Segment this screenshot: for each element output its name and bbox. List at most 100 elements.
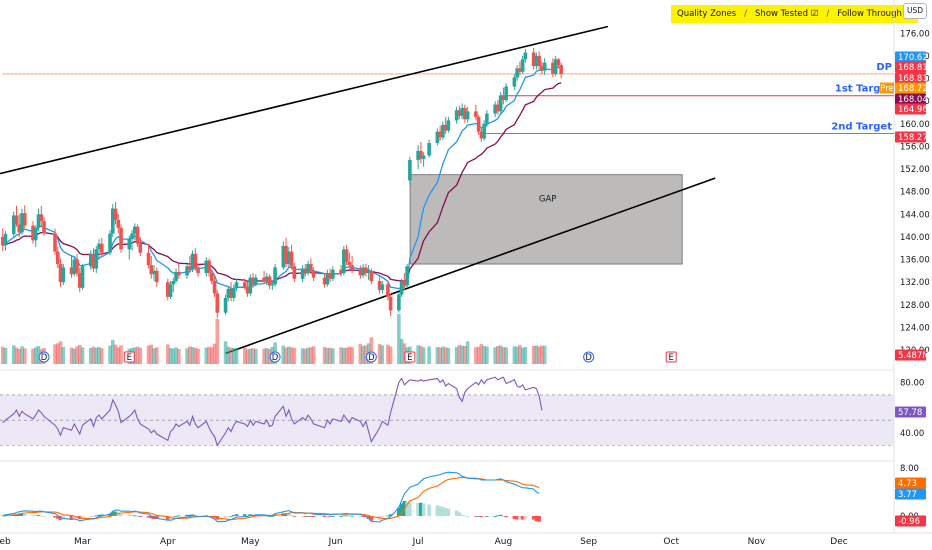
trend-line-0 [0,25,609,175]
volume-bar [540,345,544,364]
volume-bar [72,348,77,364]
volume-bar [358,344,363,364]
candle-body [251,277,255,285]
price-tag-6-value: 158.27 [898,133,928,143]
candle-body [328,273,332,279]
candle-body [207,260,211,274]
candle-body [540,66,544,71]
rsi-pane [0,376,894,447]
volume-bar [204,347,209,364]
volume-bar [457,345,462,364]
macd-histogram-bar [42,516,46,517]
macd-histogram-bar [94,515,99,517]
macd-histogram-bar [465,516,470,517]
candle-body [11,215,16,235]
month-label-7: Sep [580,537,597,547]
time-axis[interactable]: Feb Mar Apr May Jun Jul Aug Sep Oct Nov Dec [0,537,848,547]
candle-body [358,269,363,276]
volume-bar [496,346,500,364]
target-levels[interactable]: DP 1st Target 2nd Target [2,62,894,135]
quality-zones-chip[interactable]: Quality Zones [677,9,737,19]
volume-bar [88,348,93,364]
candlesticks [0,48,563,319]
macd-histogram-bar [55,516,60,519]
macd-histogram-bar [534,516,539,522]
candle-body [77,273,82,288]
volume-bar [61,347,66,364]
macd-pane [0,471,541,523]
follow-through-chip[interactable]: Follow Through ☑ [837,9,913,19]
candle-body [39,214,44,222]
macd-histogram-bar [322,516,327,518]
volume-bar [377,344,382,364]
volume-bar [399,339,404,364]
macd-tag-2-bg [895,515,926,527]
macd-histogram-bar [234,514,239,516]
candle-body [138,243,143,253]
candle-body [88,253,93,267]
macd-histogram-bar [537,516,541,522]
volume-bar [149,344,154,364]
candle-body [361,267,365,276]
volume-bar [99,348,104,364]
volume-bar [20,346,24,364]
macd-histogram-bar [39,515,44,517]
volume-bar [347,346,352,364]
candle-body [556,59,561,65]
price-tag-4-bg [895,93,926,105]
macd-histogram-bar [485,516,489,517]
volume-bar [520,347,525,364]
dividend-marker-3 [365,351,377,363]
macd-histogram-bar [245,514,250,516]
month-label-3: May [241,537,260,547]
month-label-0: Feb [0,537,11,547]
price-tick-8: 144.00 [900,210,930,220]
currency-button[interactable]: USD [903,3,927,19]
macd-histogram-bar [523,516,528,519]
price-tick-10: 136.00 [900,256,930,266]
candle-body [168,284,173,297]
event-letter-1: E [127,353,132,363]
candle-body [281,245,286,268]
candle-body [113,208,118,220]
macd-histogram-bar [482,516,486,517]
show-tested-chip[interactable]: Show Tested ☑ [755,9,819,19]
macd-histogram-bar [358,516,363,517]
volume-bar [17,349,22,364]
candle-body [388,296,393,311]
indicator-settings-bar[interactable]: Quality Zones / Show Tested ☑ / Follow T… [671,5,919,23]
macd-histogram-bar [97,514,101,516]
candle-body [149,265,154,275]
volume-bar [386,344,390,364]
gap-zone-box [409,174,683,265]
volume-bar [245,349,250,364]
volume-bar [325,348,330,364]
earnings-marker-4 [404,351,416,363]
macd-histogram-bar [388,514,393,516]
event-letter-0: D [41,353,48,363]
candle-body [273,267,277,285]
trend-channel[interactable] [0,25,716,355]
candle-body [210,273,214,282]
macd-histogram-bar [331,516,335,517]
macd-tag-2-value: -0.96 [898,517,920,527]
macd-histogram-bar [88,516,93,517]
volume-bars [0,314,547,364]
candle-body [402,281,407,286]
volume-bar [402,343,407,364]
candle-body [196,267,200,274]
macd-histogram-bar [339,516,343,517]
gap-zone[interactable]: GAP [409,174,683,265]
macd-histogram-bar [386,515,390,517]
price-tag-2-value: 168.81 [898,74,928,84]
price-tick-6: 152.00 [900,165,930,175]
volume-bar [498,345,503,364]
candle-body [515,68,519,78]
volume-bar [33,347,38,364]
event-letter-4: E [407,353,412,363]
volume-bar [438,347,442,364]
event-letter-3: D [368,353,375,363]
volume-bar [504,347,508,364]
